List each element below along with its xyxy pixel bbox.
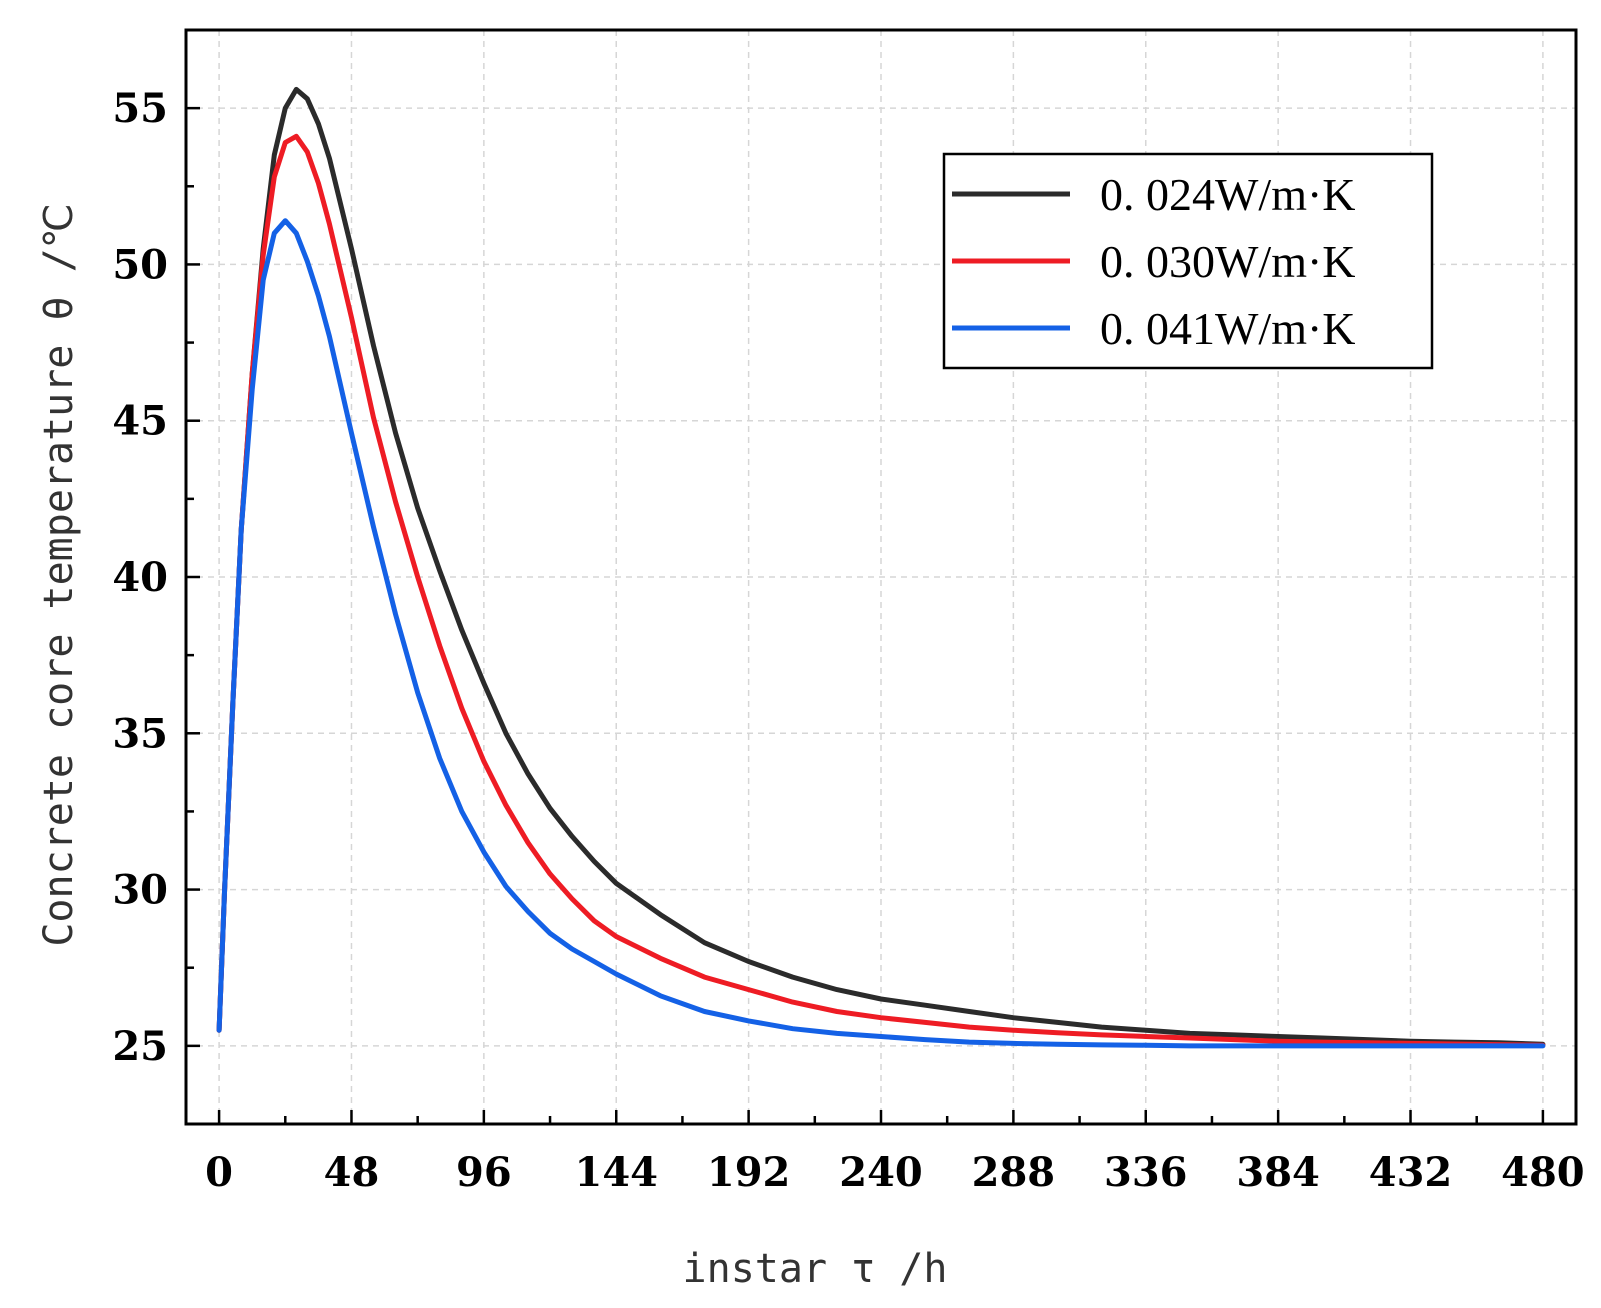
y-axis-title: Concrete core temperature θ /℃	[36, 203, 82, 946]
legend-label-2: 0. 041W/m·K	[1100, 303, 1356, 354]
y-tick-label: 35	[112, 710, 168, 757]
series-line-0	[216, 86, 1546, 1047]
x-tick-label: 96	[456, 1149, 512, 1196]
x-tick-label: 480	[1501, 1149, 1585, 1196]
y-tick-label: 25	[112, 1023, 168, 1070]
x-tick-label: 144	[574, 1149, 658, 1196]
x-axis-title: instar τ /h	[683, 1246, 948, 1292]
legend-label-1: 0. 030W/m·K	[1100, 236, 1356, 287]
tick-layer	[186, 106, 1545, 1124]
legend-label-0: 0. 024W/m·K	[1100, 169, 1356, 220]
x-tick-label: 336	[1104, 1149, 1188, 1196]
label-layer: 0 48 96 144 192 240 288 336 384 432 480 25 30 35 40 45 5…	[112, 85, 1584, 1196]
y-tick-label: 55	[112, 85, 168, 132]
y-tick-label: 40	[112, 554, 168, 601]
x-tick-label: 48	[324, 1149, 380, 1196]
x-tick-label: 288	[972, 1149, 1056, 1196]
x-tick-label: 432	[1369, 1149, 1453, 1196]
y-tick-label: 45	[112, 398, 168, 445]
legend-box	[942, 152, 1434, 370]
series-layer	[216, 86, 1546, 1049]
legend: 0. 024W/m·K 0. 030W/m·K 0. 041W/m·K	[942, 152, 1434, 370]
y-tick-label: 50	[112, 241, 168, 288]
series-line-1	[216, 133, 1546, 1048]
series-line-2	[216, 218, 1546, 1049]
y-tick-label: 30	[112, 867, 168, 914]
x-tick-label: 0	[205, 1149, 233, 1196]
x-tick-label: 240	[839, 1149, 923, 1196]
x-tick-label: 192	[707, 1149, 791, 1196]
x-tick-label: 384	[1236, 1149, 1320, 1196]
